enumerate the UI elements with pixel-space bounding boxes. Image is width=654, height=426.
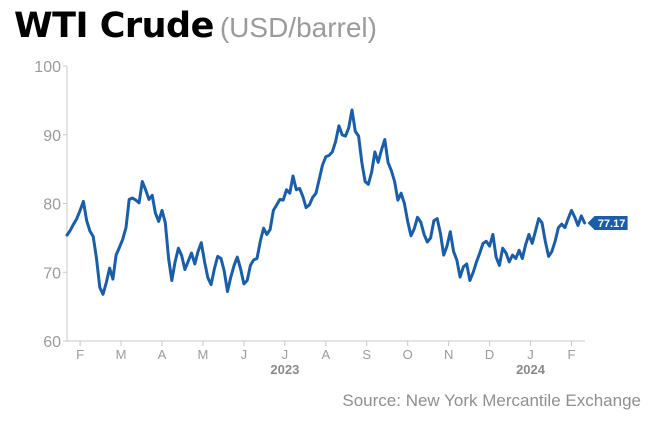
x-tick-label: D [485, 347, 494, 362]
x-tick-label: F [568, 347, 576, 362]
x-tick-label: J [282, 347, 289, 362]
x-tick-label: M [198, 347, 209, 362]
x-tick-label: O [403, 347, 413, 362]
x-tick-label: F [76, 347, 84, 362]
x-tick-label: M [116, 347, 127, 362]
chart-title: WTI Crude [14, 6, 214, 46]
source-note: Source: New York Mercantile Exchange [342, 391, 641, 410]
year-label: 2024 [516, 362, 546, 377]
x-tick-label: S [362, 347, 371, 362]
y-tick-label: 100 [34, 59, 61, 76]
x-tick-label: A [158, 347, 167, 362]
x-tick-label: A [321, 347, 330, 362]
chart-subtitle: (USD/barrel) [219, 12, 377, 43]
chart-title-row: WTI Crude (USD/barrel) [14, 6, 377, 46]
x-tick-label: J [527, 347, 534, 362]
last-value-label: 77.17 [598, 218, 626, 230]
x-tick-label: J [241, 347, 248, 362]
y-tick-label: 70 [43, 265, 61, 282]
y-tick-label: 90 [43, 128, 61, 145]
x-tick-label: N [444, 347, 453, 362]
y-tick-label: 60 [43, 334, 61, 351]
series-line-wti [65, 108, 587, 296]
y-tick-label: 80 [43, 197, 61, 214]
last-value-badge [587, 215, 628, 230]
year-label: 2023 [270, 362, 299, 377]
